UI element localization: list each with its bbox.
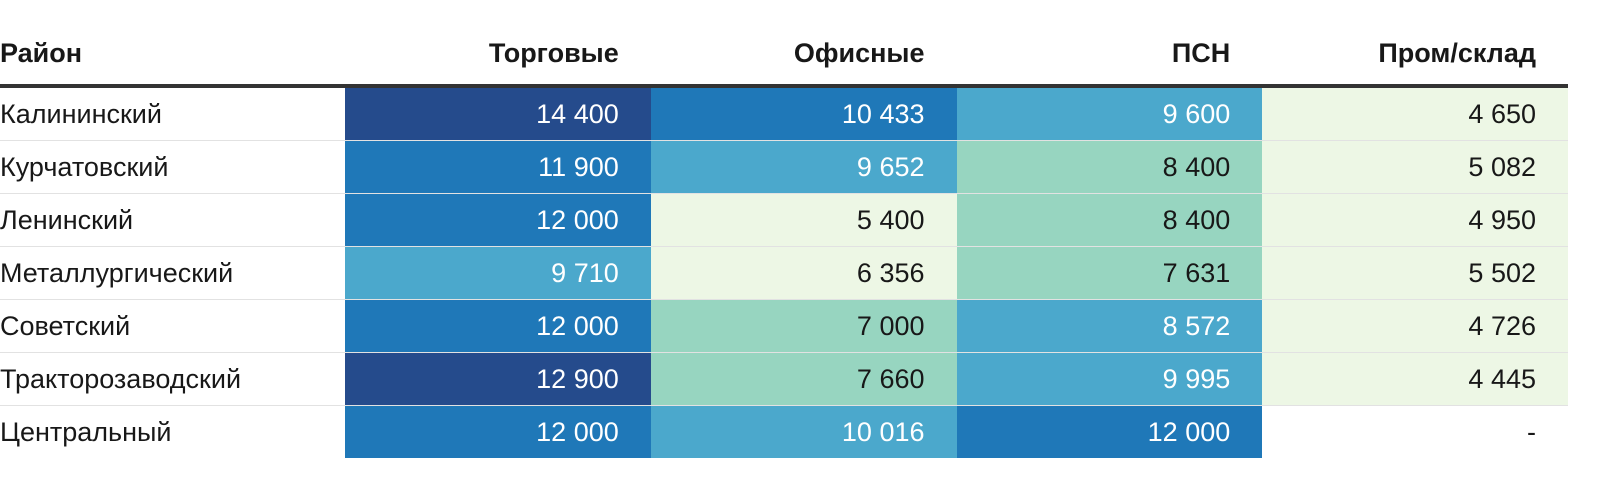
- column-header: Торговые: [345, 22, 651, 88]
- column-header: Район: [0, 22, 345, 88]
- value-cell: -: [1262, 405, 1568, 458]
- value-cell: 11 900: [345, 140, 651, 194]
- value-cell: 9 710: [345, 246, 651, 300]
- value-cell: 7 000: [650, 299, 957, 353]
- value-cell: 7 631: [956, 246, 1263, 300]
- value-cell: 12 000: [345, 405, 651, 458]
- district-cell: Ленинский: [0, 193, 345, 247]
- column-header: Офисные: [650, 22, 957, 88]
- value-cell: 10 016: [650, 405, 957, 458]
- column-header: ПСН: [956, 22, 1263, 88]
- value-cell: 12 000: [956, 405, 1263, 458]
- district-cell: Центральный: [0, 416, 172, 447]
- value-cell: 5 400: [650, 193, 957, 247]
- district-cell: Тракторозаводский: [0, 352, 345, 406]
- district-cell: Калининский: [0, 86, 345, 141]
- value-cell: 12 000: [345, 299, 651, 353]
- value-cell: 5 502: [1262, 246, 1568, 300]
- value-cell: 8 400: [956, 140, 1263, 194]
- table-body: Калининский 14 400 10 433 9 600 4 650 Курчато…: [0, 86, 1568, 458]
- value-cell: 4 445: [1262, 352, 1568, 406]
- district-cell: Металлургический: [0, 246, 345, 300]
- value-cell: 9 600: [956, 86, 1263, 141]
- value-cell: 5 082: [1262, 140, 1568, 194]
- value-cell: 9 995: [956, 352, 1263, 406]
- value-cell: 4 726: [1262, 299, 1568, 353]
- table-row: Металлургический 9 710 6 356 7 631 5 502: [0, 246, 1568, 300]
- district-cell: Советский: [0, 299, 345, 353]
- header-row: Район Торговые Офисные ПСН Пром/склад: [0, 22, 1568, 88]
- value-cell: 8 572: [956, 299, 1263, 353]
- value-cell: 4 650: [1262, 86, 1568, 141]
- table-row: Калининский 14 400 10 433 9 600 4 650: [0, 86, 1568, 141]
- column-header: Пром/склад: [1262, 22, 1568, 88]
- table-row: Тракторозаводский 12 900 7 660 9 995 4 445: [0, 352, 1568, 406]
- table-row: Ленинский 12 000 5 400 8 400 4 950: [0, 193, 1568, 247]
- value-cell: 4 950: [1262, 193, 1568, 247]
- value-cell: 10 433: [650, 86, 957, 141]
- value-cell: 6 356: [650, 246, 957, 300]
- value-cell: 12 000: [345, 193, 651, 247]
- value-cell: 8 400: [956, 193, 1263, 247]
- data-table: Район Торговые Офисные ПСН Пром/склад Калини…: [0, 22, 1568, 458]
- district-cell: Курчатовский: [0, 140, 345, 194]
- value-cell: 12 900: [345, 352, 651, 406]
- value-cell: 14 400: [345, 86, 651, 141]
- table-row: Курчатовский 11 900 9 652 8 400 5 082: [0, 140, 1568, 194]
- value-cell: 7 660: [650, 352, 957, 406]
- table-row: Советский 12 000 7 000 8 572 4 726: [0, 299, 1568, 353]
- value-cell: 9 652: [650, 140, 957, 194]
- table-row: Центральный 12 000 10 016 12 000-: [0, 405, 1568, 458]
